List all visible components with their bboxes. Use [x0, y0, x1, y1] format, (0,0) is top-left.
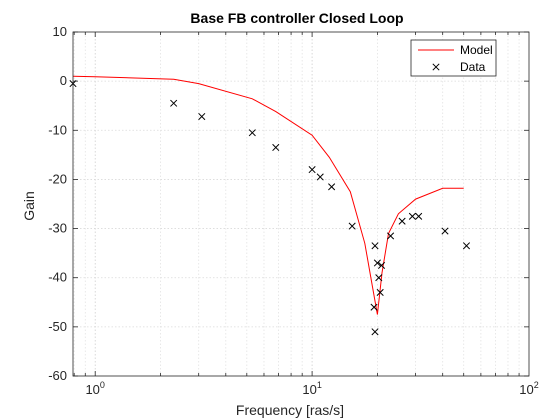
legend-data-swatch [432, 63, 440, 71]
data-point-stroke [376, 288, 384, 297]
data-point [272, 143, 280, 152]
data-point-stroke [316, 173, 324, 181]
data-point [348, 222, 356, 230]
data-point [370, 303, 378, 311]
legend-data-label: Data [460, 60, 486, 74]
data-point [387, 232, 395, 240]
data-point-stroke [371, 242, 379, 250]
y-tick-label: 0 [60, 73, 67, 88]
data-point-stroke [348, 222, 356, 230]
data-point [316, 173, 324, 181]
plot-area [73, 32, 529, 376]
y-axis-label: Gain [21, 191, 37, 221]
data-point-stroke [370, 303, 378, 311]
y-tick-label: -60 [48, 368, 67, 383]
data-point [377, 261, 386, 269]
plot-frame [72, 31, 530, 377]
data-point [375, 274, 383, 282]
data-point-stroke [408, 212, 416, 220]
legend-box [410, 39, 497, 77]
data-point-stroke [398, 217, 406, 225]
data-point-stroke [373, 259, 381, 267]
data-point [408, 212, 416, 220]
data-point-stroke [248, 129, 256, 137]
data-point [376, 288, 384, 297]
legend: Model Data [410, 39, 497, 77]
x-tick-label: 101 [302, 380, 321, 397]
data-point-stroke [377, 261, 386, 269]
data-point-stroke [198, 112, 206, 121]
data-point-stroke [387, 232, 395, 240]
legend-model-label: Model [460, 43, 493, 57]
data-point [308, 166, 316, 174]
data-point-stroke [308, 166, 316, 174]
data-point-stroke [441, 227, 449, 235]
y-tick-label: -40 [48, 270, 67, 285]
y-tick-label: -10 [48, 122, 67, 137]
data-point-stroke [462, 242, 471, 250]
data-point [373, 259, 381, 267]
y-tick-label: -20 [48, 171, 67, 186]
x-tick-label: 102 [519, 380, 538, 397]
data-point [371, 328, 379, 336]
legend-marker-stroke [432, 63, 440, 71]
y-tick-label: 10 [53, 24, 67, 39]
model-line [73, 75, 464, 315]
data-point [462, 242, 471, 250]
grid [73, 32, 529, 376]
series [69, 75, 471, 336]
data-point-stroke [328, 183, 336, 191]
y-tick-label: -50 [48, 319, 67, 334]
x-tick-label: 100 [85, 380, 104, 397]
data-point [248, 129, 256, 137]
data-point [371, 242, 379, 250]
data-point [441, 227, 449, 235]
data-point [415, 212, 423, 220]
data-point [170, 99, 178, 107]
data-point-stroke [170, 99, 178, 107]
chart-title: Base FB controller Closed Loop [190, 10, 403, 26]
x-axis-label: Frequency [ras/s] [236, 402, 344, 418]
data-point [328, 183, 336, 191]
data-point-stroke [272, 143, 280, 152]
data-point [198, 112, 206, 121]
data-point-stroke [415, 212, 423, 220]
y-tick-label: -30 [48, 221, 67, 236]
data-point [398, 217, 406, 225]
data-point-stroke [371, 328, 379, 336]
data-point-stroke [375, 274, 383, 282]
